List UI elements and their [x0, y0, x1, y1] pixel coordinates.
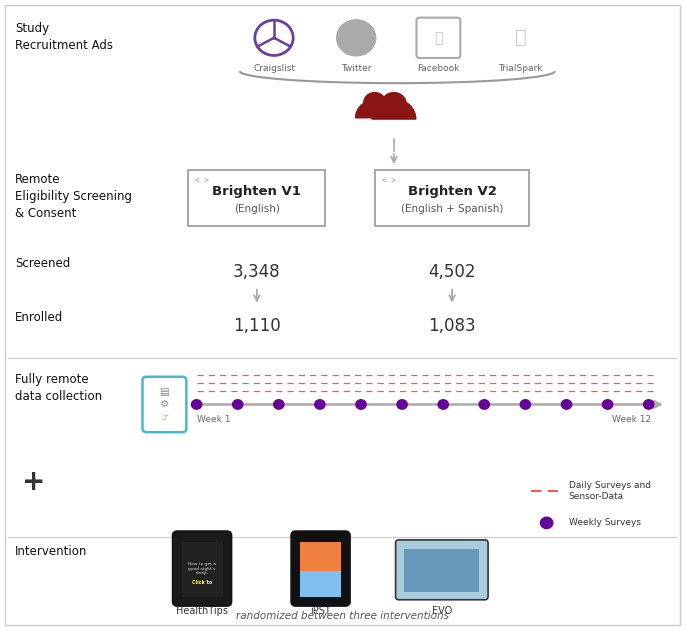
Text: Week 12: Week 12: [612, 415, 651, 424]
Circle shape: [520, 400, 530, 410]
Text: 4,502: 4,502: [428, 263, 476, 281]
Text: ⚙: ⚙: [160, 399, 169, 410]
Circle shape: [337, 20, 375, 55]
Text: ▤: ▤: [160, 387, 169, 397]
Circle shape: [438, 400, 448, 410]
Circle shape: [191, 400, 201, 410]
FancyBboxPatch shape: [188, 170, 325, 226]
Circle shape: [479, 400, 489, 410]
Circle shape: [273, 400, 284, 410]
Circle shape: [561, 400, 571, 410]
Text: Brighten V2: Brighten V2: [408, 185, 497, 198]
Text: How to get a
good night's
sleep.: How to get a good night's sleep.: [188, 562, 216, 575]
FancyBboxPatch shape: [404, 549, 480, 592]
Text: < >: < >: [382, 176, 396, 185]
Text: HealthTips: HealthTips: [176, 606, 228, 616]
Text: Fully remote
data collection: Fully remote data collection: [15, 373, 102, 403]
Circle shape: [349, 27, 367, 43]
Text: Study
Recruitment Ads: Study Recruitment Ads: [15, 22, 113, 52]
Text: Twitter: Twitter: [341, 64, 371, 73]
Text: Screened: Screened: [15, 257, 71, 270]
Text: < >: < >: [195, 176, 209, 185]
Text: Enrolled: Enrolled: [15, 311, 63, 324]
Text: Brighten V1: Brighten V1: [212, 185, 301, 198]
Text: 1,083: 1,083: [428, 317, 476, 335]
FancyBboxPatch shape: [396, 540, 488, 600]
Circle shape: [602, 400, 612, 410]
Wedge shape: [356, 100, 394, 118]
Text: iPST: iPST: [310, 606, 331, 616]
Text: Facebook: Facebook: [417, 64, 460, 73]
Text: 1,110: 1,110: [233, 317, 281, 335]
Text: (English): (English): [234, 204, 279, 214]
Text: 👍: 👍: [434, 31, 443, 45]
FancyBboxPatch shape: [173, 531, 232, 606]
Text: randomized between three interventions: randomized between three interventions: [236, 611, 449, 621]
Text: Craigslist: Craigslist: [253, 64, 295, 73]
FancyBboxPatch shape: [375, 170, 529, 226]
Text: (English + Spanish): (English + Spanish): [401, 204, 503, 214]
Circle shape: [643, 400, 653, 410]
FancyBboxPatch shape: [416, 18, 460, 58]
Circle shape: [364, 93, 386, 113]
Text: Weekly Surveys: Weekly Surveys: [569, 518, 640, 527]
Text: 3,348: 3,348: [233, 263, 281, 281]
Wedge shape: [372, 99, 416, 119]
Circle shape: [232, 400, 242, 410]
FancyBboxPatch shape: [291, 531, 350, 606]
FancyBboxPatch shape: [142, 377, 186, 432]
Text: ☞: ☞: [160, 413, 169, 421]
Circle shape: [356, 400, 366, 410]
Circle shape: [540, 517, 553, 529]
FancyBboxPatch shape: [300, 571, 341, 597]
Text: Daily Surveys and
Sensor-Data: Daily Surveys and Sensor-Data: [569, 481, 651, 501]
Circle shape: [382, 93, 406, 115]
Text: TrialSpark: TrialSpark: [499, 64, 543, 73]
Text: Week 1: Week 1: [197, 415, 230, 424]
Text: Click to: Click to: [192, 580, 212, 585]
FancyBboxPatch shape: [182, 542, 223, 597]
Text: Intervention: Intervention: [15, 545, 88, 558]
Text: Remote
Eligibility Screening
& Consent: Remote Eligibility Screening & Consent: [15, 173, 132, 220]
Text: +: +: [22, 468, 45, 496]
Text: 🚶: 🚶: [514, 28, 527, 47]
FancyBboxPatch shape: [300, 542, 341, 571]
Circle shape: [314, 400, 325, 410]
Text: EVO: EVO: [432, 606, 452, 616]
Circle shape: [397, 400, 407, 410]
